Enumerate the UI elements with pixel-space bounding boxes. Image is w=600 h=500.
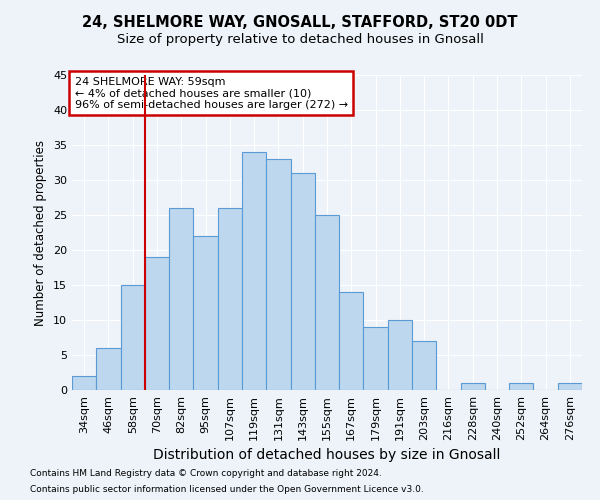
Text: Contains HM Land Registry data © Crown copyright and database right 2024.: Contains HM Land Registry data © Crown c… [30,468,382,477]
Y-axis label: Number of detached properties: Number of detached properties [34,140,47,326]
Text: Contains public sector information licensed under the Open Government Licence v3: Contains public sector information licen… [30,485,424,494]
Text: 24, SHELMORE WAY, GNOSALL, STAFFORD, ST20 0DT: 24, SHELMORE WAY, GNOSALL, STAFFORD, ST2… [82,15,518,30]
Bar [72,376,96,390]
Bar [461,383,485,390]
Bar [169,208,193,390]
Bar [364,327,388,390]
Bar [121,285,145,390]
Bar [145,257,169,390]
Bar [315,215,339,390]
X-axis label: Distribution of detached houses by size in Gnosall: Distribution of detached houses by size … [154,448,500,462]
Bar [558,383,582,390]
Text: Size of property relative to detached houses in Gnosall: Size of property relative to detached ho… [116,32,484,46]
Bar [412,341,436,390]
Bar [339,292,364,390]
Bar [218,208,242,390]
Bar [290,173,315,390]
Bar [96,348,121,390]
Bar [509,383,533,390]
Bar [266,159,290,390]
Bar [242,152,266,390]
Text: 24 SHELMORE WAY: 59sqm
← 4% of detached houses are smaller (10)
96% of semi-deta: 24 SHELMORE WAY: 59sqm ← 4% of detached … [74,76,347,110]
Bar [388,320,412,390]
Bar [193,236,218,390]
